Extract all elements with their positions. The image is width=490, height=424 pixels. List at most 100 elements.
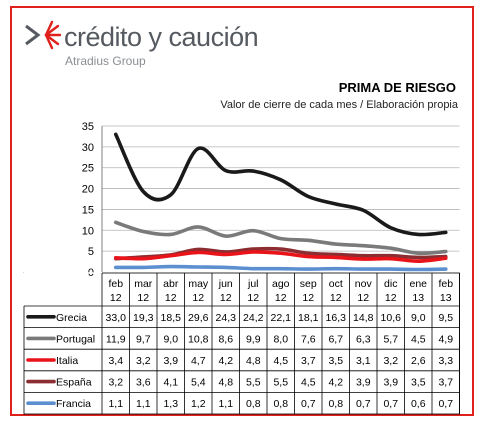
data-label: 8,6 <box>218 333 233 345</box>
y-tick-label: 10 <box>82 225 94 237</box>
x-tick-month: sep <box>300 278 317 290</box>
data-label: 4,5 <box>273 355 288 367</box>
data-label: 24,2 <box>243 312 264 324</box>
data-label: 0,8 <box>246 398 261 410</box>
double-chevron-star-icon <box>25 20 62 50</box>
y-tick-label: 25 <box>82 163 94 175</box>
x-tick-year: 12 <box>110 292 122 304</box>
x-tick-month: dic <box>384 278 397 290</box>
x-tick-month: may <box>188 278 209 290</box>
data-label: 29,6 <box>188 312 209 324</box>
data-label: 1,1 <box>108 398 123 410</box>
x-tick-month: jul <box>247 278 259 290</box>
data-label: 5,5 <box>273 377 288 389</box>
x-tick-month: jun <box>218 278 233 290</box>
data-label: 10,6 <box>381 312 402 324</box>
y-tick-label: 35 <box>82 121 94 133</box>
x-tick-year: 12 <box>302 292 314 304</box>
data-label: 14,8 <box>353 312 374 324</box>
data-label: 0,7 <box>356 398 371 410</box>
data-label: 3,1 <box>356 355 371 367</box>
x-tick-month: ago <box>272 278 290 290</box>
data-label: 3,9 <box>356 377 371 389</box>
data-label: 3,6 <box>136 377 151 389</box>
x-tick-month: nov <box>355 278 373 290</box>
data-label: 19,3 <box>133 312 154 324</box>
data-label: 4,8 <box>218 377 233 389</box>
data-label: 9,9 <box>246 333 261 345</box>
y-tick-label: 5 <box>88 246 94 258</box>
x-tick-year: 12 <box>330 292 342 304</box>
data-label: 10,8 <box>188 333 209 345</box>
x-tick-month: abr <box>163 278 179 290</box>
data-label: 0,7 <box>301 398 316 410</box>
data-label: 3,3 <box>438 355 453 367</box>
data-label: 1,1 <box>136 398 151 410</box>
data-label: 5,4 <box>191 377 206 389</box>
x-tick-year: 12 <box>357 292 369 304</box>
x-tick-month: feb <box>108 278 123 290</box>
series-line-italia <box>113 250 448 263</box>
data-label: 4,7 <box>191 355 206 367</box>
brand-name: crédito y caución <box>64 22 259 52</box>
data-label: 9,0 <box>163 333 178 345</box>
y-tick-label: 20 <box>82 184 94 196</box>
data-label: 3,5 <box>328 355 343 367</box>
x-tick-year: 12 <box>192 292 204 304</box>
x-tick-year: 12 <box>137 292 149 304</box>
x-tick-year: 12 <box>220 292 232 304</box>
data-label: 11,9 <box>106 333 126 345</box>
series-line-grecia <box>113 132 448 237</box>
y-tick-label: 15 <box>82 204 94 216</box>
x-tick-year: 12 <box>165 292 177 304</box>
series-line-francia <box>113 264 448 272</box>
data-label: 4,2 <box>328 377 343 389</box>
data-label: 3,2 <box>108 377 123 389</box>
data-label: 7,6 <box>301 333 316 345</box>
legend-label: Francia <box>56 398 91 410</box>
data-label: 1,3 <box>163 398 178 410</box>
data-label: 1,2 <box>191 398 206 410</box>
data-label: 24,3 <box>216 312 237 324</box>
data-label: 22,1 <box>271 312 292 324</box>
legend-label: Portugal <box>56 333 95 345</box>
data-label: 6,7 <box>328 333 343 345</box>
legend-label: Grecia <box>56 312 87 324</box>
data-label: 3,4 <box>108 355 123 367</box>
data-label: 0,7 <box>438 398 453 410</box>
data-label: 6,3 <box>356 333 371 345</box>
data-label: 4,5 <box>411 333 426 345</box>
x-tick-year: 13 <box>440 292 452 304</box>
data-label: 2,6 <box>411 355 426 367</box>
brand-subtitle: Atradius Group <box>65 54 146 68</box>
x-tick-year: 12 <box>247 292 259 304</box>
data-label: 8,0 <box>273 333 288 345</box>
x-tick-year: 12 <box>275 292 287 304</box>
data-label: 3,7 <box>438 377 453 389</box>
chart-subtitle: Valor de cierre de cada mes / Elaboració… <box>220 99 458 111</box>
y-tick-label: 30 <box>82 142 94 154</box>
data-label: 3,9 <box>383 377 398 389</box>
series-lines <box>113 132 448 272</box>
data-label: 5,7 <box>383 333 398 345</box>
data-label: 9,5 <box>438 312 453 324</box>
chart-frame <box>10 6 474 416</box>
data-label: 4,9 <box>438 333 453 345</box>
data-label: 3,5 <box>411 377 426 389</box>
data-label: 16,3 <box>326 312 347 324</box>
x-tick-month: ene <box>409 278 427 290</box>
data-label: 4,8 <box>246 355 261 367</box>
data-label: 4,2 <box>218 355 233 367</box>
x-tick-month: mar <box>134 278 153 290</box>
data-label: 3,7 <box>301 355 316 367</box>
series-line-portugal <box>113 220 448 256</box>
data-label: 3,2 <box>136 355 151 367</box>
data-label: 9,0 <box>411 312 426 324</box>
data-label: 18,5 <box>161 312 182 324</box>
x-tick-year: 12 <box>385 292 397 304</box>
data-label: 18,1 <box>298 312 319 324</box>
data-label: 9,7 <box>136 333 151 345</box>
data-label: 4,1 <box>163 377 178 389</box>
data-label: 0,7 <box>383 398 398 410</box>
